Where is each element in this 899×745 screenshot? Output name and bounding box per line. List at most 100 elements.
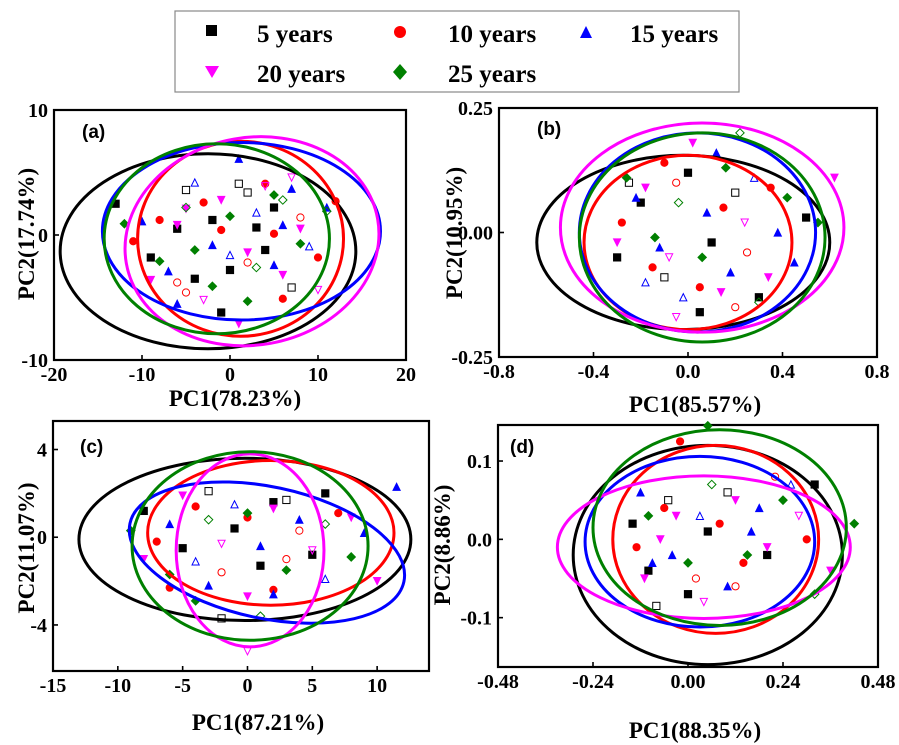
ellipse-10-years [611,443,821,635]
point-15-years [163,266,173,276]
panel-label: (b) [537,119,561,140]
point-5-years [683,590,693,599]
point-15-years [702,207,712,217]
point-25-years [346,552,357,562]
point-25-years [720,162,731,173]
point-20-years [146,275,156,285]
point-10-years [675,437,685,446]
point-15-years [667,550,677,560]
point-15-years [225,250,235,260]
point-20-years [671,511,681,521]
point-15-years [294,514,304,524]
point-5-years [243,188,252,197]
x-tick-label: -0.4 [578,361,610,383]
point-25-years [697,252,708,263]
ellipse-15-years [100,141,382,322]
point-20-years [278,270,288,280]
x-tick-label: -20 [41,364,68,386]
legend-marker-15-years [580,26,592,38]
x-tick-label: 20 [396,364,416,386]
panel-d: (d) PC1(88.35%) PC2(8.86%) -0.48 -0.24 0.0… [430,420,896,743]
point-15-years [695,511,705,520]
legend-marker-5-years [206,25,217,36]
ellipse-25-years [102,142,331,336]
y-tick-label: -0.25 [451,347,493,369]
y-tick-label: 0.1 [467,451,492,473]
x-tick-label: -0.8 [483,361,515,383]
point-10-years [802,535,811,544]
y-axis-label: PC2(8.86%) [430,485,455,606]
point-15-years [191,556,201,566]
point-5-years [321,489,330,498]
point-15-years [269,260,279,270]
y-tick-label: -10 [21,350,48,372]
point-10-years [152,537,161,546]
point-20-years [671,313,681,322]
point-20-years [295,224,305,234]
point-20-years [716,288,726,297]
legend-label-15-years: 15 years [630,21,718,48]
x-tick-label: -5 [174,675,191,697]
point-5-years [261,245,270,255]
point-20-years [307,546,317,556]
point-5-years [146,253,155,262]
point-15-years [655,242,665,252]
y-tick-label: 0 [37,527,47,549]
point-25-years [225,211,235,222]
legend-frame [174,10,740,93]
point-25-years [295,238,306,249]
point-10-years [282,555,291,564]
point-20-years [641,183,650,193]
point-5-years [731,188,740,197]
point-5-years [628,519,637,528]
legend-label-10-years: 10 years [448,21,536,48]
point-10-years [731,582,740,591]
point-25-years [207,281,218,292]
point-5-years [181,185,191,195]
point-20-years [172,220,182,230]
ellipse-5-years [77,456,413,623]
point-15-years [172,299,182,308]
ellipse-15-years [127,480,407,625]
point-10-years [719,203,728,212]
point-15-years [647,558,657,567]
legend-marker-25-years [393,64,407,80]
point-10-years [173,278,182,287]
point-5-years [802,213,811,222]
point-25-years [251,262,262,273]
y-axis-label: PC2(17.74%) [14,168,39,300]
point-10-years [313,253,323,262]
point-10-years [632,543,641,552]
point-5-years [660,273,669,282]
point-15-years [230,499,239,509]
point-20-years [269,504,278,514]
point-25-years [673,197,684,208]
x-tick-label: -10 [104,675,131,697]
point-20-years [762,543,772,552]
y-tick-label: 0.00 [458,223,493,245]
point-5-years [230,524,239,533]
x-tick-label: -10 [129,364,156,386]
point-25-years [849,518,860,529]
point-10-years [243,258,252,267]
ellipse-10-years [582,153,794,332]
ellipse-25-years [577,131,827,344]
point-5-years [256,561,265,570]
point-5-years [217,308,226,317]
point-10-years [155,215,164,225]
point-10-years [199,198,208,207]
point-25-years [242,508,253,519]
point-20-years [313,285,323,295]
point-10-years [648,263,657,272]
point-15-years [631,192,641,202]
point-5-years [208,215,217,225]
point-20-years [372,576,382,586]
x-tick-label: 0.00 [671,671,706,693]
y-tick-label: -0.1 [460,608,492,630]
point-10-years [295,526,304,535]
panel-c: (c) PC1(87.21%) PC2(11.07%) -15 -10 -5 0 5 10… [14,419,431,735]
point-25-years [242,296,253,307]
point-15-years [165,519,175,529]
legend-marker-10-years [394,26,406,38]
